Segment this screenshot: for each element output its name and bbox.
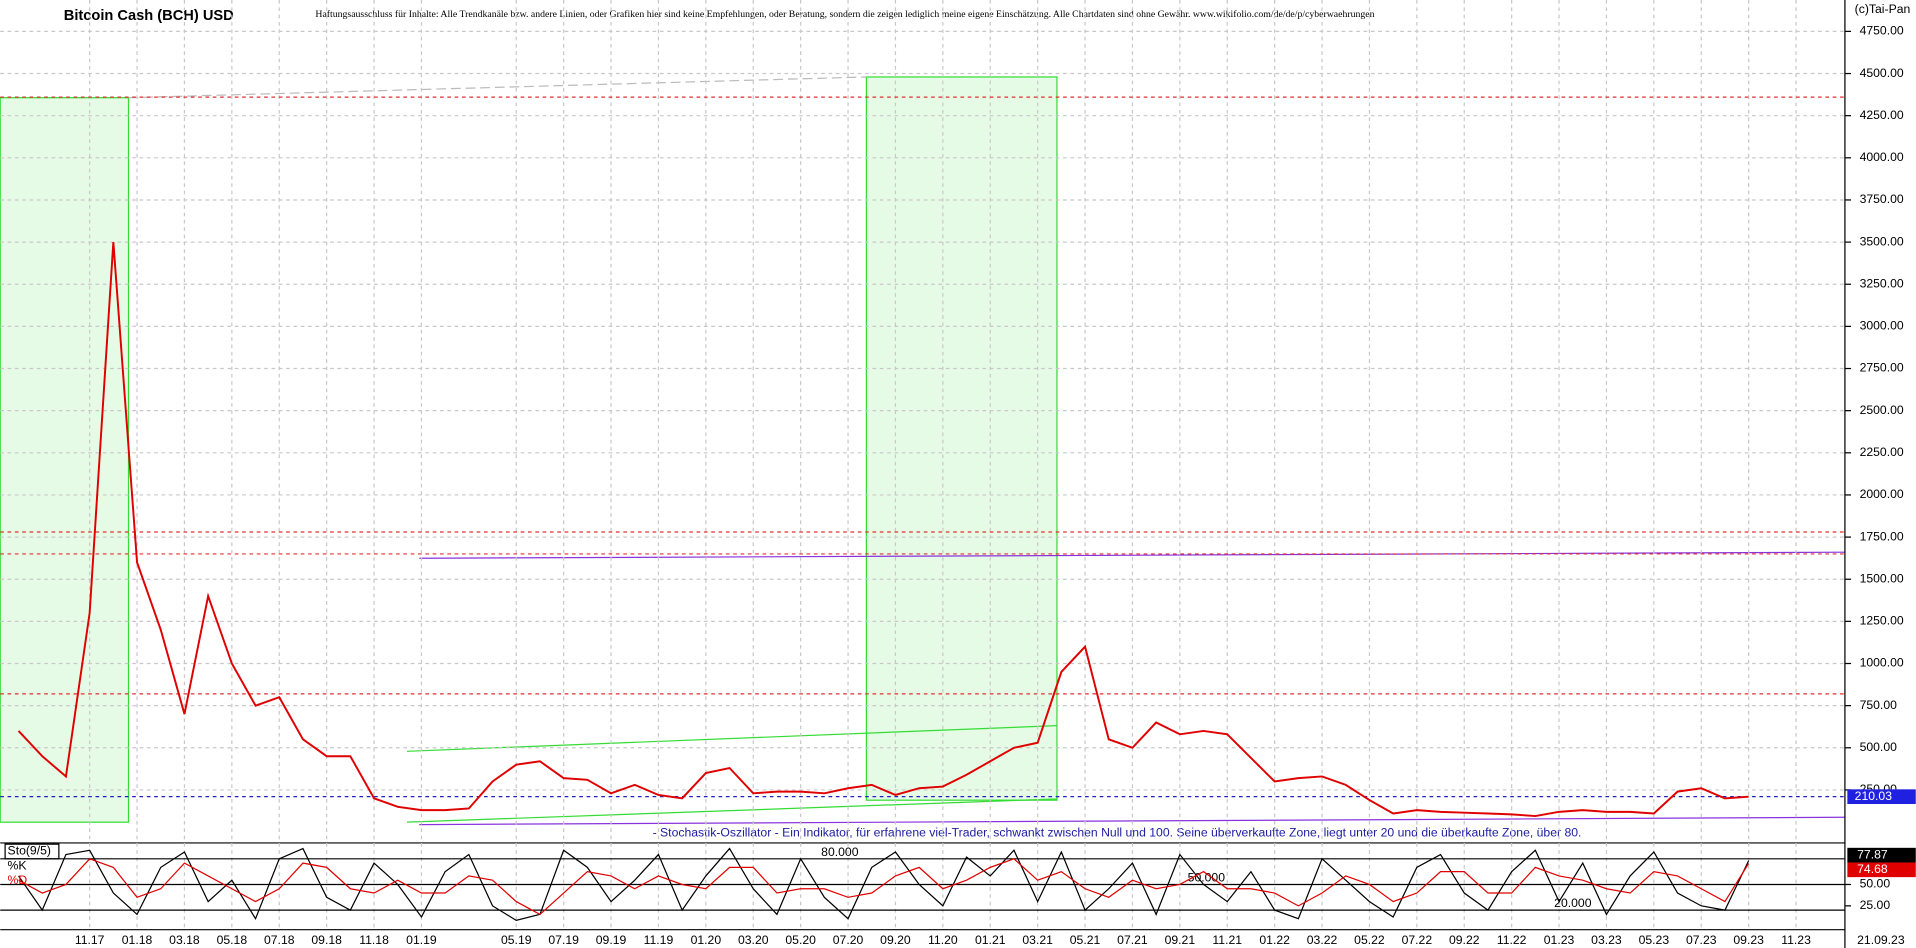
highlight-zone <box>865 76 1058 801</box>
trend-line <box>419 551 1845 559</box>
x-tick-label: 07.18 <box>264 933 295 947</box>
y-tick-label: 1250.00 <box>1860 614 1904 628</box>
x-tick-label: 03.23 <box>1591 933 1622 947</box>
y-tick-label: 4500.00 <box>1860 66 1904 80</box>
x-tick-label: 03.18 <box>169 933 200 947</box>
x-tick-label: 07.20 <box>833 933 864 947</box>
x-tick-label: 11.22 <box>1497 933 1527 947</box>
x-tick-label: 09.19 <box>596 933 627 947</box>
legend-entry: %K <box>8 858 27 872</box>
y-tick-label: 50.00 <box>1860 877 1891 891</box>
y-tick-label: 1750.00 <box>1860 529 1904 543</box>
level-label: 80.000 <box>821 845 859 859</box>
y-tick-label: 2500.00 <box>1860 403 1904 417</box>
value-badge <box>1847 862 1916 878</box>
x-tick-label: 01.18 <box>122 933 153 947</box>
y-tick-label: 1000.00 <box>1860 656 1904 670</box>
x-tick-label: 11.18 <box>359 933 389 947</box>
x-tick-label: 09.20 <box>880 933 911 947</box>
y-tick-label: 750.00 <box>1860 698 1898 712</box>
y-tick-label: 3250.00 <box>1860 276 1904 290</box>
trend-line <box>407 725 1057 752</box>
y-tick-label: 1500.00 <box>1860 571 1904 585</box>
value-label: 77.87 <box>1857 847 1888 861</box>
y-tick-label: 2750.00 <box>1860 361 1904 375</box>
legend-entry: %D <box>8 873 28 887</box>
x-tick-label: 11.19 <box>644 933 674 947</box>
y-tick-label: 3750.00 <box>1860 192 1904 206</box>
x-tick-label: 09.18 <box>311 933 342 947</box>
y-tick-label: 3500.00 <box>1860 234 1904 248</box>
x-tick-label: 07.19 <box>548 933 579 947</box>
x-tick-label: 03.22 <box>1307 933 1338 947</box>
price-label: 210.03 <box>1855 789 1893 803</box>
y-tick-label: 500.00 <box>1860 740 1898 754</box>
x-tick-label: 05.18 <box>217 933 248 947</box>
series-line <box>18 858 1750 916</box>
trend-line <box>407 798 1057 823</box>
y-tick-label: 4250.00 <box>1860 108 1904 122</box>
price-badge <box>1847 789 1916 804</box>
level-label: 20.000 <box>1554 896 1592 910</box>
x-tick-label: 07.21 <box>1117 933 1148 947</box>
x-tick-label: 09.22 <box>1449 933 1480 947</box>
x-tick-label: 11.21 <box>1212 933 1242 947</box>
series-line <box>18 847 1750 922</box>
x-tick-label: 05.19 <box>501 933 532 947</box>
annotation: - Stochastik-Oszillator - Ein Indikator,… <box>653 825 1582 839</box>
x-tick-label: 03.20 <box>738 933 769 947</box>
x-tick-label: 01.20 <box>691 933 722 947</box>
x-tick-label: 11.23 <box>1781 933 1811 947</box>
x-tick-label: 05.20 <box>785 933 816 947</box>
x-tick-label: 09.21 <box>1165 933 1196 947</box>
x-tick-label: 09.23 <box>1733 933 1764 947</box>
trend-line <box>128 76 867 99</box>
x-tick-label: 05.21 <box>1070 933 1101 947</box>
y-tick-label: 25.00 <box>1860 898 1891 912</box>
x-tick-label: 01.21 <box>975 933 1006 947</box>
series-line <box>17 242 1749 818</box>
highlight-zone <box>0 97 130 823</box>
y-tick-label: 2250.00 <box>1860 445 1904 459</box>
y-tick-label: 2000.00 <box>1860 487 1904 501</box>
x-tick-label: 01.23 <box>1544 933 1575 947</box>
x-tick-label: 11.20 <box>928 933 958 947</box>
x-tick-label: 03.21 <box>1022 933 1053 947</box>
y-tick-label: 4750.00 <box>1860 24 1904 38</box>
y-tick-label: 4000.00 <box>1860 150 1904 164</box>
source: (c)Tai-Pan <box>1855 2 1911 16</box>
x-tick-label: 05.22 <box>1354 933 1385 947</box>
x-tick-label: 07.22 <box>1402 933 1433 947</box>
date-label: 21.09.23 <box>1857 933 1905 947</box>
disclaimer: Haftungsausschluss für Inhalte: Alle Tre… <box>315 9 1374 20</box>
x-tick-label: 01.19 <box>406 933 437 947</box>
indicator-title: Sto(9/5) <box>8 844 51 858</box>
x-tick-label: 07.23 <box>1686 933 1717 947</box>
y-tick-label: 3000.00 <box>1860 319 1904 333</box>
chart-title: Bitcoin Cash (BCH) USD <box>64 8 234 24</box>
x-tick-label: 11.17 <box>75 933 105 947</box>
value-label: 74.68 <box>1857 862 1888 876</box>
value-badge <box>1847 847 1916 863</box>
x-tick-label: 01.22 <box>1259 933 1290 947</box>
x-tick-label: 05.23 <box>1639 933 1670 947</box>
